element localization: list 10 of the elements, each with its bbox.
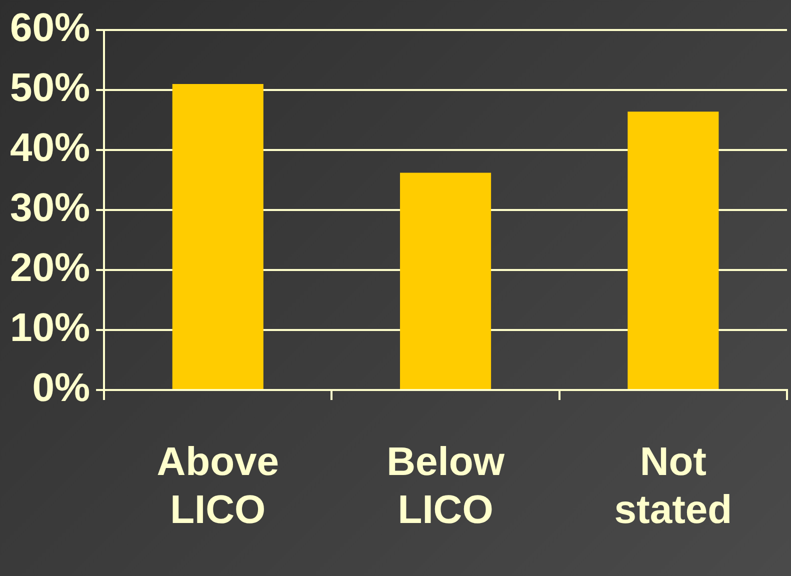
y-tick-label: 10% [10,306,90,350]
x-tick-label: Below LICO [386,440,506,532]
y-tick-label: 40% [10,126,90,170]
y-tick-label: 60% [10,6,90,50]
y-tick-label: 20% [10,246,90,290]
x-tick-label: Above LICO [156,440,280,532]
y-tick-label: 50% [10,66,90,110]
y-tick-label: 0% [32,366,90,410]
y-tick-label: 30% [10,186,90,230]
x-tick-label: Not stated [614,440,732,532]
